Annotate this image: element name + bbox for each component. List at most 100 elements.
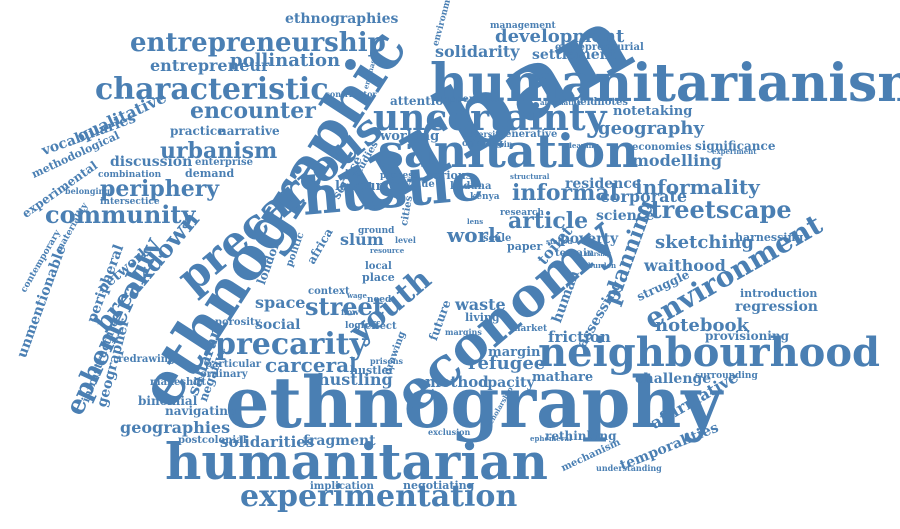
word-26: article: [508, 208, 589, 234]
word-60: negotiating: [403, 479, 475, 492]
word-97: demand: [185, 167, 235, 180]
word-83: narrative: [218, 124, 280, 138]
word-106: environmental: [431, 0, 460, 48]
word-124: context: [308, 286, 350, 297]
word-67: makeshift: [150, 377, 206, 388]
word-47: waithood: [644, 256, 726, 275]
word-63: solidarities: [220, 433, 315, 451]
word-28: urbanism: [160, 138, 278, 164]
word-34: geographies: [120, 418, 231, 437]
word-45: corporate: [600, 187, 688, 206]
word-19: periphery: [100, 176, 220, 202]
word-88: introduction: [740, 287, 818, 300]
word-98: enterprise: [195, 157, 253, 168]
word-117: kaduna: [450, 181, 492, 192]
word-55: opacity: [478, 375, 535, 391]
word-81: discussion: [110, 154, 193, 170]
word-11: characteristic: [95, 72, 329, 107]
word-48: regression: [735, 299, 818, 315]
word-44: residence: [565, 176, 641, 192]
word-37: pollination: [230, 50, 341, 71]
word-6: humanitarian: [165, 432, 548, 491]
word-78: poverty: [560, 231, 619, 247]
word-136: process: [380, 171, 419, 181]
word-163: prisons: [370, 356, 404, 366]
word-14: precarity: [215, 327, 368, 362]
word-108: porosity: [215, 317, 261, 328]
word-100: contributor: [325, 89, 377, 99]
word-128: scale: [483, 233, 512, 244]
word-84: notetaking: [613, 104, 693, 119]
word-134: research: [500, 208, 544, 218]
word-8: neighbourhood: [538, 329, 880, 376]
word-150: cleaning: [565, 141, 599, 150]
word-149: structural: [510, 172, 550, 181]
word-115: belonging: [65, 186, 110, 196]
word-133: terrain: [555, 248, 595, 259]
word-59: rethinking: [545, 429, 617, 443]
word-99: combination: [98, 170, 162, 180]
word-22: encounter: [190, 98, 316, 124]
word-157: hustler: [350, 364, 395, 377]
word-35: solidarity: [435, 42, 520, 61]
word-154: lens: [467, 217, 484, 226]
word-120: paper: [507, 240, 543, 253]
word-1: ethnography: [225, 361, 723, 444]
word-74: space: [255, 293, 306, 312]
word-90: settlement: [532, 47, 617, 63]
word-107: entrepreneurial: [555, 42, 644, 53]
word-66: binomial: [138, 394, 198, 408]
word-142: market: [511, 324, 548, 334]
word-152: burden: [588, 261, 617, 270]
word-54: method: [425, 373, 489, 391]
word-31: carceral: [265, 353, 357, 377]
word-130: place: [362, 271, 395, 284]
word-50: friction: [548, 328, 611, 346]
word-92: suspension: [437, 94, 500, 105]
word-53: mathare: [532, 370, 594, 385]
word-162: margins: [445, 327, 482, 337]
word-13: experimentation: [240, 479, 518, 514]
word-104: experiment: [712, 147, 757, 156]
word-24: street: [305, 292, 384, 321]
word-125: effect: [365, 321, 397, 332]
word-135: value: [405, 179, 435, 190]
word-137: various: [427, 169, 473, 182]
word-126: logic: [345, 321, 370, 331]
word-116: intersectice: [100, 197, 160, 207]
word-76: slum: [340, 230, 384, 249]
word-123: africa: [304, 225, 336, 267]
word-42: geography: [598, 118, 704, 139]
word-30: sketching: [655, 232, 754, 253]
word-61: implication: [310, 481, 374, 492]
word-82: practice: [170, 124, 225, 138]
word-103: surrounding: [695, 371, 758, 381]
word-143: generative: [498, 129, 558, 140]
word-140: exclusion: [428, 427, 471, 437]
word-151: nursing: [585, 251, 612, 258]
word-46: science: [596, 208, 655, 224]
word-102: understanding: [596, 463, 662, 473]
word-41: ethnographies: [285, 11, 399, 27]
word-32: hustling: [318, 370, 393, 389]
word-145: opening: [462, 139, 503, 149]
word-146: uncertain: [469, 139, 513, 149]
word-118: kenya: [470, 192, 500, 202]
word-52: margin: [488, 345, 541, 360]
word-18: informality: [635, 175, 760, 199]
word-93: fieldnotes: [573, 97, 628, 108]
word-129: need: [367, 295, 392, 305]
word-27: work: [447, 223, 502, 247]
word-94: working: [380, 129, 440, 144]
word-87: harnessing: [735, 231, 804, 244]
word-62: fragment: [303, 433, 376, 449]
word-86: economies: [632, 142, 692, 153]
word-148: alternative: [540, 98, 583, 107]
word-5: sanitation: [378, 124, 639, 178]
word-15: community: [45, 200, 196, 229]
word-141: living: [465, 311, 500, 324]
word-3: humanitarianism: [430, 53, 900, 114]
word-166: ephemeral: [530, 434, 572, 443]
word-155: wage: [347, 291, 367, 300]
